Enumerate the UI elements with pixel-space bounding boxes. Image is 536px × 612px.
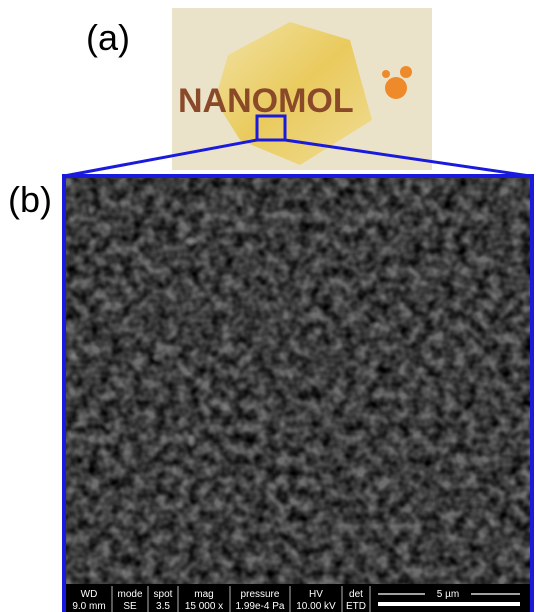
figure: (a) (b) NANOMOL WD9.0 mm modeSE spot3.5 mag… bbox=[0, 0, 536, 612]
scale-segment bbox=[378, 602, 520, 606]
sem-header: det bbox=[349, 589, 363, 600]
sem-value: 10.00 kV bbox=[296, 601, 336, 612]
sem-value: SE bbox=[123, 601, 137, 612]
logo: NANOMOL bbox=[178, 82, 354, 120]
sem-header: WD bbox=[81, 589, 98, 600]
sem-header: HV bbox=[309, 589, 323, 600]
scale-label: 5 µm bbox=[437, 589, 459, 600]
sem-image bbox=[64, 176, 532, 612]
sem-value: ETD bbox=[346, 601, 366, 612]
sem-header: pressure bbox=[241, 589, 280, 600]
sem-header: mode bbox=[117, 589, 142, 600]
sem-value: 1.99e-4 Pa bbox=[236, 601, 285, 612]
panel-label: (a) bbox=[86, 17, 130, 58]
sem-value: 9.0 mm bbox=[72, 601, 105, 612]
sem-header: mag bbox=[194, 589, 213, 600]
sem-value: 15 000 x bbox=[185, 601, 223, 612]
panel-label: (b) bbox=[8, 179, 52, 220]
photo: NANOMOL bbox=[172, 8, 432, 170]
sem-header: spot bbox=[154, 589, 173, 600]
sem-value: 3.5 bbox=[156, 601, 170, 612]
